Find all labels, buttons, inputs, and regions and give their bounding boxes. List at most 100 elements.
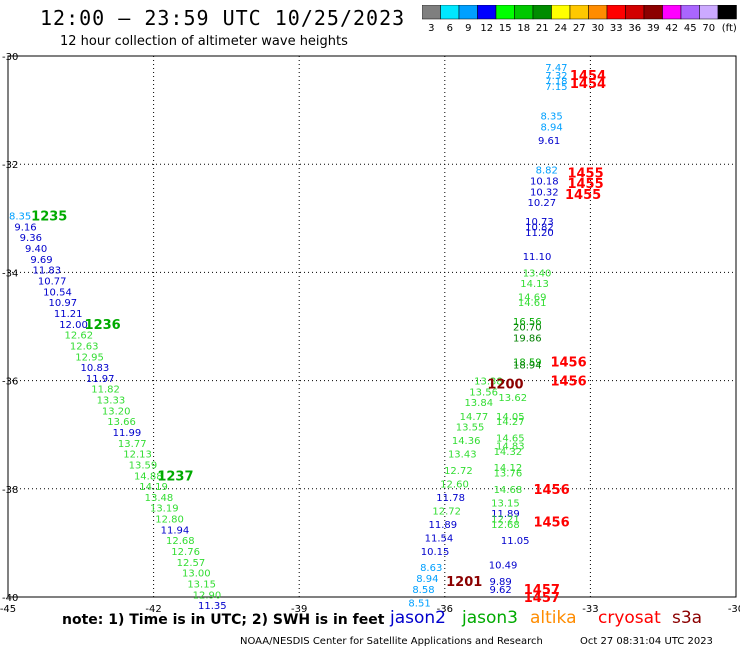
wave-height-label: 12.68 [491, 520, 520, 531]
wave-height-label: 13.77 [118, 439, 147, 450]
pass-time-label: 1454 [570, 69, 606, 84]
pass-time-label: 1456 [550, 375, 586, 390]
wave-height-label: 13.15 [491, 498, 520, 509]
y-tick-label: -38 [2, 485, 18, 496]
wave-height-label: 13.00 [182, 569, 211, 580]
wave-height-label: 12.72 [444, 466, 473, 477]
pass-time-label: 1457 [524, 583, 560, 598]
wave-height-label: 7.47 [545, 63, 567, 74]
x-tick-label: -42 [145, 604, 161, 612]
wave-height-label: 12.76 [171, 547, 200, 558]
wave-height-label: 11.21 [54, 309, 83, 320]
wave-height-label: 13.43 [448, 450, 477, 461]
wave-height-label: 14.05 [496, 412, 525, 423]
wave-height-label: 13.76 [494, 469, 523, 480]
pass-time-label: 1456 [550, 356, 586, 371]
pass-time-label: 1235 [31, 210, 67, 225]
wave-height-label: 13.55 [456, 423, 485, 434]
footer-note: note: 1) Time is in UTC; 2) SWH is in fe… [62, 612, 385, 628]
color-scale-label: 9 [465, 23, 471, 34]
wave-height-label: 19.86 [513, 333, 542, 344]
wave-height-label: 9.40 [25, 244, 47, 255]
color-scale-label: 33 [610, 23, 623, 34]
wave-height-label: 11.35 [198, 601, 227, 612]
wave-height-label: 13.20 [102, 406, 131, 417]
color-scale-legend: 3 6 9 12 15 18 21 24 27 30 33 36 39 42 45 70 (ft) [422, 5, 737, 34]
y-tick-label: -34 [2, 268, 18, 279]
wave-height-label: 11.54 [425, 533, 454, 544]
wave-height-label: 13.84 [464, 398, 493, 409]
color-scale-label: 15 [499, 23, 512, 34]
wave-height-label: 8.63 [420, 563, 442, 574]
wave-height-label: 11.89 [429, 520, 458, 531]
wave-height-label: 9.69 [30, 255, 52, 266]
wave-height-label: 14.69 [518, 293, 547, 304]
wave-height-label: 9.61 [538, 136, 560, 147]
color-scale-label: 12 [480, 23, 493, 34]
wave-height-label: 8.35 [9, 212, 31, 223]
legend-jason3: jason3 [462, 608, 518, 628]
wave-height-label: 8.35 [540, 112, 562, 123]
wave-height-label: 12.80 [155, 515, 184, 526]
color-scale-label: 39 [647, 23, 660, 34]
color-scale-label: 21 [536, 23, 549, 34]
pass-time-label: 1237 [157, 469, 193, 484]
pass-time-label: 1456 [533, 483, 569, 498]
legend-s3a: s3a [672, 608, 703, 628]
wave-height-label: 13.59 [129, 460, 158, 471]
wave-height-label: 7.32 [545, 71, 567, 82]
wave-height-label: 11.82 [91, 385, 120, 396]
generated-timestamp: Oct 27 08:31:04 UTC 2023 [580, 636, 713, 647]
pass-time-label: 1455 [567, 177, 603, 192]
wave-height-label: 13.15 [187, 579, 216, 590]
wave-height-label: 10.27 [528, 198, 557, 209]
wave-height-label: 18.59 [513, 358, 542, 369]
wave-height-label: 12.00 [59, 320, 88, 331]
wave-height-label: 14.68 [494, 485, 523, 496]
page-title: 12:00 – 23:59 UTC 10/25/2023 [40, 6, 406, 30]
wave-height-label: 9.16 [14, 222, 36, 233]
wave-height-label: 11.78 [436, 493, 465, 504]
wave-height-label: 14.32 [494, 447, 523, 458]
wave-height-label: 10.97 [49, 298, 78, 309]
wave-height-label: 14.83 [496, 442, 525, 453]
color-scale-label: 36 [628, 23, 641, 34]
wave-height-label: 11.83 [33, 266, 62, 277]
wave-height-label: 14.61 [518, 298, 547, 309]
wave-height-label: 14.13 [520, 279, 549, 290]
wave-height-label: 12.13 [123, 450, 152, 461]
y-tick-label: -36 [2, 377, 18, 388]
pass-time-label: 1236 [85, 318, 121, 333]
wave-height-label: 16.56 [513, 317, 542, 328]
pass-time-label: 1455 [565, 188, 601, 203]
wave-height-label: 14.27 [496, 417, 525, 428]
color-scale-label: 45 [684, 23, 697, 34]
wave-height-label: 12.62 [65, 331, 94, 342]
pass-time-label: 1454 [570, 77, 606, 92]
color-scale-label: 42 [665, 23, 678, 34]
wave-height-label: 14.19 [139, 482, 168, 493]
wave-height-label: 10.73 [525, 217, 554, 228]
pass-time-label: 1200 [487, 377, 523, 392]
wave-height-label: 11.10 [523, 252, 552, 263]
wave-height-label: 10.54 [43, 287, 72, 298]
wave-height-label: 8.58 [412, 585, 434, 596]
legend-altika: altika [530, 608, 577, 628]
x-tick-label: -36 [437, 604, 453, 612]
wave-height-label: 11.94 [161, 525, 190, 536]
wave-height-label: 10.49 [489, 561, 518, 572]
color-scale-label: (ft) [722, 23, 737, 34]
pass-time-label: 1456 [533, 515, 569, 530]
wave-height-label: 13.48 [145, 493, 174, 504]
wave-height-label: 8.94 [416, 574, 438, 585]
wave-height-label: 12.57 [177, 558, 206, 569]
color-swatch [717, 5, 737, 20]
y-tick-label: -40 [2, 593, 18, 604]
color-scale-label: 30 [591, 23, 604, 34]
wave-height-label: 18.94 [513, 360, 542, 371]
credit-line: NOAA/NESDIS Center for Satellite Applica… [240, 636, 543, 647]
wave-height-label: 20.70 [513, 323, 542, 334]
wave-height-label: 12.95 [75, 352, 104, 363]
color-scale-label: 24 [554, 23, 567, 34]
wave-height-label: 13.56 [469, 387, 498, 398]
